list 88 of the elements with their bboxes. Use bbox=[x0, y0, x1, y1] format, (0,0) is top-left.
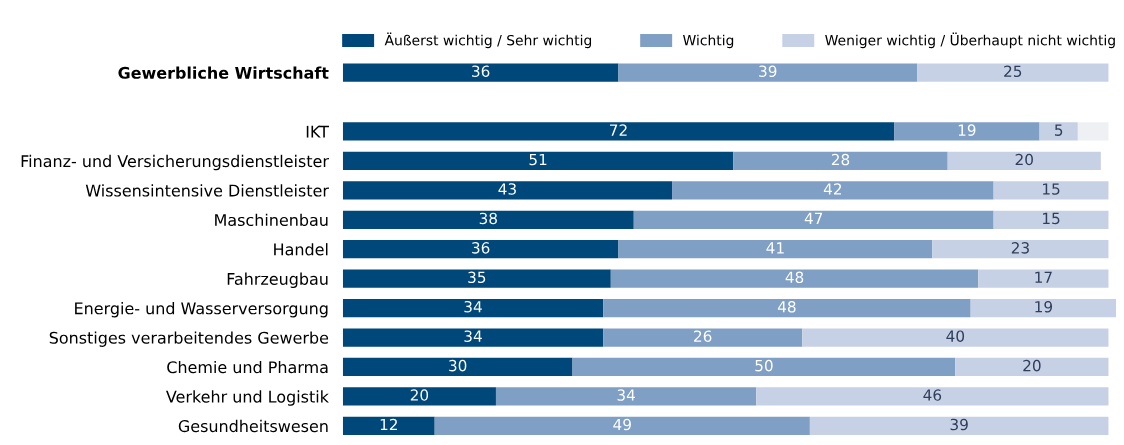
bar bbox=[342, 387, 496, 406]
bar bbox=[955, 357, 1109, 377]
data-label: 72 bbox=[609, 124, 627, 136]
data-label: 5 bbox=[1055, 124, 1063, 136]
data-label: 40 bbox=[946, 330, 965, 342]
bar bbox=[1039, 122, 1078, 141]
bar bbox=[618, 63, 918, 82]
y-tick-label: Wissensintensive Dienstleister bbox=[85, 184, 329, 197]
data-label: 36 bbox=[472, 242, 490, 254]
legend-label: Wichtig bbox=[683, 34, 734, 49]
data-label: 50 bbox=[755, 359, 773, 372]
y-tick-label: Handel bbox=[274, 243, 328, 256]
bar bbox=[342, 181, 673, 200]
bar bbox=[993, 210, 1109, 229]
y-tick-label: Gesundheitswesen bbox=[178, 419, 328, 433]
bar bbox=[894, 122, 1040, 141]
data-label: 38 bbox=[479, 212, 497, 225]
data-label: 41 bbox=[766, 242, 784, 254]
data-label: 12 bbox=[380, 418, 397, 431]
bar bbox=[342, 298, 604, 318]
bar bbox=[342, 328, 604, 347]
bar bbox=[809, 416, 1109, 435]
bar bbox=[342, 416, 435, 435]
bar bbox=[603, 298, 971, 318]
bar bbox=[342, 122, 895, 141]
y-tick-label: Fahrzeugbau bbox=[227, 272, 328, 289]
y-tick-label: Maschinenbau bbox=[215, 213, 328, 227]
bar bbox=[970, 298, 1117, 318]
data-label: 25 bbox=[1004, 65, 1022, 77]
y-tick-label: Verkehr und Logistik bbox=[166, 390, 329, 406]
bar bbox=[633, 210, 994, 229]
data-label: 39 bbox=[950, 418, 968, 431]
bar bbox=[603, 328, 803, 347]
data-label: 20 bbox=[1015, 153, 1033, 166]
bar bbox=[495, 387, 757, 406]
bar bbox=[618, 240, 933, 259]
data-label: 15 bbox=[1043, 212, 1060, 225]
data-label: 20 bbox=[1023, 359, 1041, 372]
bar bbox=[342, 240, 619, 259]
data-label: 28 bbox=[831, 153, 850, 166]
y-tick-label: IKT bbox=[306, 125, 329, 138]
bar bbox=[342, 151, 734, 171]
bar bbox=[978, 269, 1109, 288]
data-label: 49 bbox=[613, 418, 631, 431]
bar bbox=[1077, 122, 1109, 141]
bar bbox=[947, 151, 1101, 171]
bar bbox=[342, 210, 634, 229]
data-label: 34 bbox=[464, 330, 482, 342]
y-tick-label: Energie- und Wasserversorgung bbox=[75, 302, 328, 318]
bar bbox=[434, 416, 810, 435]
bar bbox=[342, 63, 619, 82]
data-label: 34 bbox=[617, 389, 635, 401]
data-label: 17 bbox=[1035, 271, 1052, 283]
data-label: 48 bbox=[785, 271, 804, 284]
data-label: 36 bbox=[472, 65, 490, 77]
data-label: 26 bbox=[694, 330, 712, 342]
data-label: 46 bbox=[923, 389, 942, 401]
y-tick-label: Sonstiges verarbeitendes Gewerbe bbox=[49, 331, 329, 347]
y-tick-label: Finanz- und Versicherungsdienstleister bbox=[21, 154, 329, 171]
data-label: 23 bbox=[1011, 242, 1029, 254]
data-label: 15 bbox=[1043, 183, 1060, 195]
data-label: 48 bbox=[777, 300, 796, 313]
legend-label: Äußerst wichtig / Sehr wichtig bbox=[384, 32, 592, 49]
bar bbox=[993, 181, 1109, 200]
legend-label: Weniger wichtig / Überhaupt nicht wichtig bbox=[825, 32, 1115, 49]
data-label: 34 bbox=[464, 300, 482, 313]
bar bbox=[342, 357, 573, 377]
data-label: 42 bbox=[823, 183, 842, 195]
data-label: 51 bbox=[529, 153, 547, 166]
y-tick-label: Gewerbliche Wirtschaft bbox=[118, 66, 329, 79]
data-label: 39 bbox=[759, 65, 777, 77]
bar bbox=[802, 328, 1109, 347]
data-label: 43 bbox=[498, 183, 516, 195]
data-label: 20 bbox=[410, 389, 429, 401]
y-tick-label: Chemie und Pharma bbox=[167, 360, 328, 374]
data-label: 30 bbox=[449, 359, 467, 372]
bar bbox=[733, 151, 948, 171]
bar bbox=[756, 387, 1109, 406]
bar bbox=[610, 269, 979, 288]
data-label: 19 bbox=[1035, 300, 1053, 313]
bar bbox=[342, 269, 611, 288]
bar bbox=[932, 240, 1109, 259]
bar bbox=[917, 63, 1109, 82]
data-label: 47 bbox=[804, 212, 823, 224]
data-label: 35 bbox=[468, 271, 486, 284]
bar bbox=[672, 181, 994, 200]
bar bbox=[572, 357, 956, 377]
data-label: 19 bbox=[958, 124, 976, 136]
